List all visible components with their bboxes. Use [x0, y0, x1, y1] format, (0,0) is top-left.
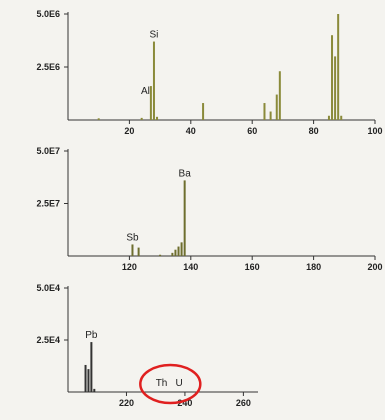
x-tick-label: 200 [367, 262, 382, 272]
spectrum-peak [202, 103, 205, 120]
spectrum-peak [327, 115, 330, 120]
spectrum-peak [177, 246, 180, 256]
peak-label: U [175, 378, 182, 389]
x-tick-label: 140 [183, 262, 198, 272]
x-tick-label: 240 [177, 398, 192, 408]
peak-label: Th [156, 378, 168, 389]
x-tick-label: 100 [367, 126, 382, 136]
spectrum-peak [90, 342, 93, 392]
peak-label: Al [141, 86, 150, 97]
spectrum-peak [159, 254, 162, 256]
spectrum-peak [93, 388, 96, 392]
spectrum-peak [87, 369, 90, 392]
x-tick-label: 20 [124, 126, 134, 136]
spectrum-peak [269, 111, 272, 120]
y-tick-label: 5.0E6 [36, 9, 60, 19]
spectrum-peak [174, 249, 177, 256]
spectrum-peak [97, 118, 100, 120]
x-tick-label: 60 [247, 126, 257, 136]
peak-label: Pb [85, 330, 98, 341]
y-tick-label: 2.5E7 [36, 199, 60, 209]
spectrum-peak [183, 180, 186, 256]
peak-label: Sb [126, 232, 139, 243]
peak-label: Ba [179, 168, 192, 179]
x-tick-label: 160 [245, 262, 260, 272]
spectrum-peak [334, 56, 337, 120]
spectrum-peak [340, 115, 343, 120]
x-tick-label: 80 [309, 126, 319, 136]
y-tick-label: 2.5E4 [36, 335, 60, 345]
x-tick-label: 260 [236, 398, 251, 408]
spectrum-panel-1: 2.5E6 5.0E6 20 40 60 80 100 Si Al [36, 9, 382, 136]
spectrum-peak [331, 35, 334, 121]
spectrum-peak [131, 244, 134, 256]
spectrum-panel-2: 2.5E7 5.0E7 120 140 160 180 200 Sb Ba [36, 146, 382, 272]
x-tick-label: 120 [122, 262, 137, 272]
x-tick-label: 40 [186, 126, 196, 136]
spectrum-peak [263, 103, 266, 120]
spectrum-peak [278, 71, 281, 120]
spectrum-peak [137, 247, 140, 256]
x-tick-label: 220 [119, 398, 134, 408]
spectrum-peak [152, 41, 155, 121]
x-tick-label: 180 [306, 262, 321, 272]
peak-label: Si [150, 30, 159, 41]
spectrum-peak [180, 242, 183, 256]
spectrum-peak [275, 94, 278, 120]
spectrum-peak [337, 14, 340, 120]
spectrum-peak [140, 117, 143, 120]
spectrum-peak [156, 116, 159, 120]
spectrum-peak [149, 86, 152, 120]
spectrum-peak [84, 364, 87, 392]
y-tick-label: 2.5E6 [36, 62, 60, 72]
highlight-circle [139, 363, 202, 405]
spectrum-panel-3: 2.5E4 5.0E4 220 240 260 Pb Th U [36, 283, 258, 408]
y-tick-label: 5.0E7 [36, 146, 60, 156]
spectrum-peak [171, 252, 174, 256]
y-tick-label: 5.0E4 [36, 283, 60, 293]
